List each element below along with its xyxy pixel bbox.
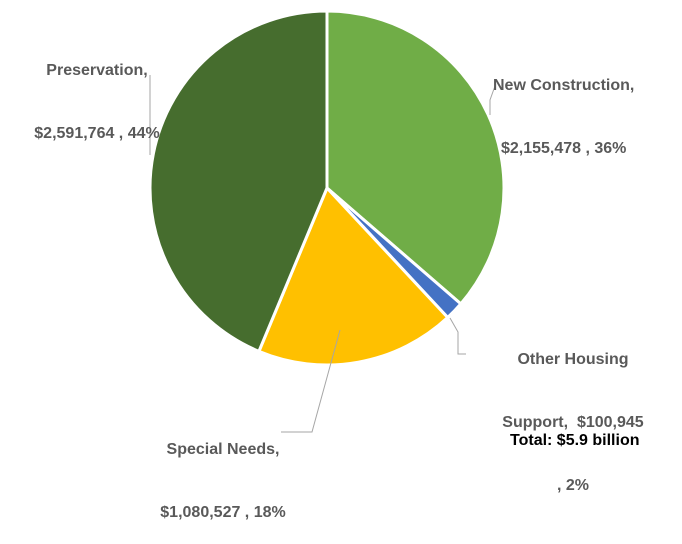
label-other-housing-percent: , 2%: [556, 477, 589, 494]
pie-chart: [148, 9, 506, 433]
label-special-needs-value: $1,080,527 , 18%: [160, 504, 286, 521]
pie-slice-new-construction: [325, 9, 506, 306]
label-new-construction-value: $2,155,478 , 36%: [500, 140, 627, 157]
leader-line-special-needs: [281, 329, 341, 433]
label-other-housing-support: Other Housing Support, $100,945 , 2%: [468, 307, 678, 517]
total-text: Total: $5.9 billion: [510, 432, 640, 449]
pie-slice-preservation: [148, 9, 329, 353]
leader-line-other-housing-support: [449, 317, 466, 355]
label-new-construction: New Construction, $2,155,478 , 36%: [493, 33, 634, 180]
label-preservation-name: Preservation,: [46, 62, 148, 79]
label-special-needs-name: Special Needs,: [166, 441, 280, 458]
label-new-construction-name: New Construction,: [493, 77, 635, 94]
label-other-housing-value: Support, $100,945: [502, 414, 644, 431]
label-special-needs: Special Needs, $1,080,527 , 18%: [138, 397, 308, 544]
pie-slice-special-needs: [257, 186, 450, 367]
label-preservation: Preservation, $2,591,764 , 44%: [0, 18, 194, 165]
leader-line-new-construction: [489, 85, 496, 115]
label-preservation-value: $2,591,764 , 44%: [34, 125, 160, 142]
label-other-housing-name: Other Housing: [517, 351, 629, 368]
